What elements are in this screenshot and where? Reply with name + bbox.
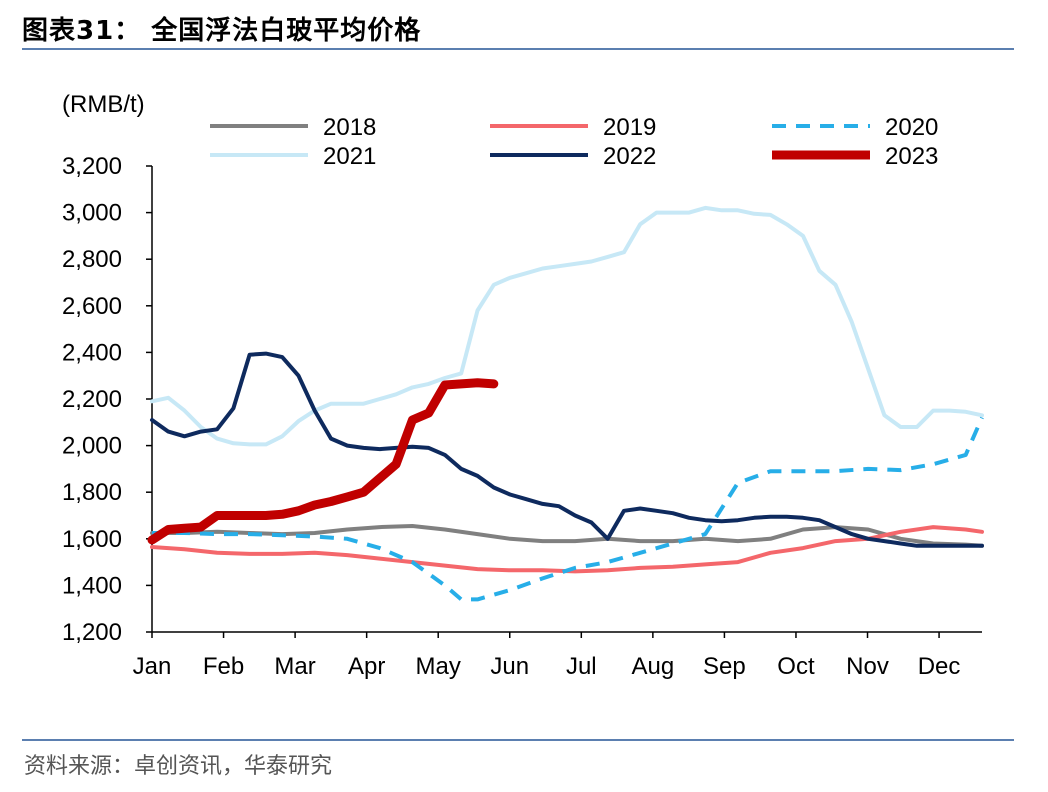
x-tick-label: Jan: [133, 653, 172, 680]
legend-label-2018: 2018: [323, 114, 376, 141]
y-tick-label: 2,400: [62, 339, 122, 366]
x-tick-label: Dec: [918, 653, 961, 680]
x-tick-label: Oct: [777, 653, 815, 680]
y-unit-label: (RMB/t): [62, 91, 145, 118]
y-tick-label: 1,400: [62, 572, 122, 599]
source-note: 资料来源：卓创资讯，华泰研究: [24, 754, 333, 779]
y-tick-label: 1,200: [62, 619, 122, 646]
y-tick-label: 3,200: [62, 153, 122, 180]
legend-label-2020: 2020: [885, 114, 938, 141]
series-line-2019: [150, 525, 984, 574]
legend-label-2023: 2023: [885, 143, 938, 170]
x-tick-label: Apr: [348, 653, 385, 680]
x-tick-label: Jun: [490, 653, 529, 680]
chart-title: 图表31： 全国浮法白玻平均价格: [22, 16, 422, 46]
y-tick-label: 2,200: [62, 386, 122, 413]
y-tick-label: 2,600: [62, 293, 122, 320]
legend-label-2019: 2019: [603, 114, 656, 141]
y-tick-label: 1,600: [62, 526, 122, 553]
chart: 1,200 1,400 1,600 1,800 2,000 2,200 2,400 2,600…: [62, 91, 984, 680]
y-tick-label: 3,000: [62, 200, 122, 227]
legend-label-2021: 2021: [323, 143, 376, 170]
x-tick-label: Jul: [566, 653, 597, 680]
series-line-2020: [152, 416, 984, 602]
x-tick-label: Nov: [846, 653, 889, 680]
legend-label-2022: 2022: [603, 143, 656, 170]
y-tick-label: 2,800: [62, 246, 122, 273]
y-tick-label: 2,000: [62, 433, 122, 460]
series-line-2021: [150, 205, 984, 447]
x-tick-label: Feb: [203, 653, 244, 680]
x-tick-label: May: [416, 653, 461, 680]
title-divider: [22, 48, 1014, 50]
y-tick-label: 1,800: [62, 479, 122, 506]
series-line-2022: [150, 351, 984, 548]
source-divider: [22, 739, 1014, 741]
x-tick-label: Sep: [703, 653, 746, 680]
x-tick-label: Mar: [274, 653, 315, 680]
series-line-2023: [147, 378, 499, 545]
series-line-2018: [150, 524, 984, 548]
x-tick-label: Aug: [632, 653, 675, 680]
